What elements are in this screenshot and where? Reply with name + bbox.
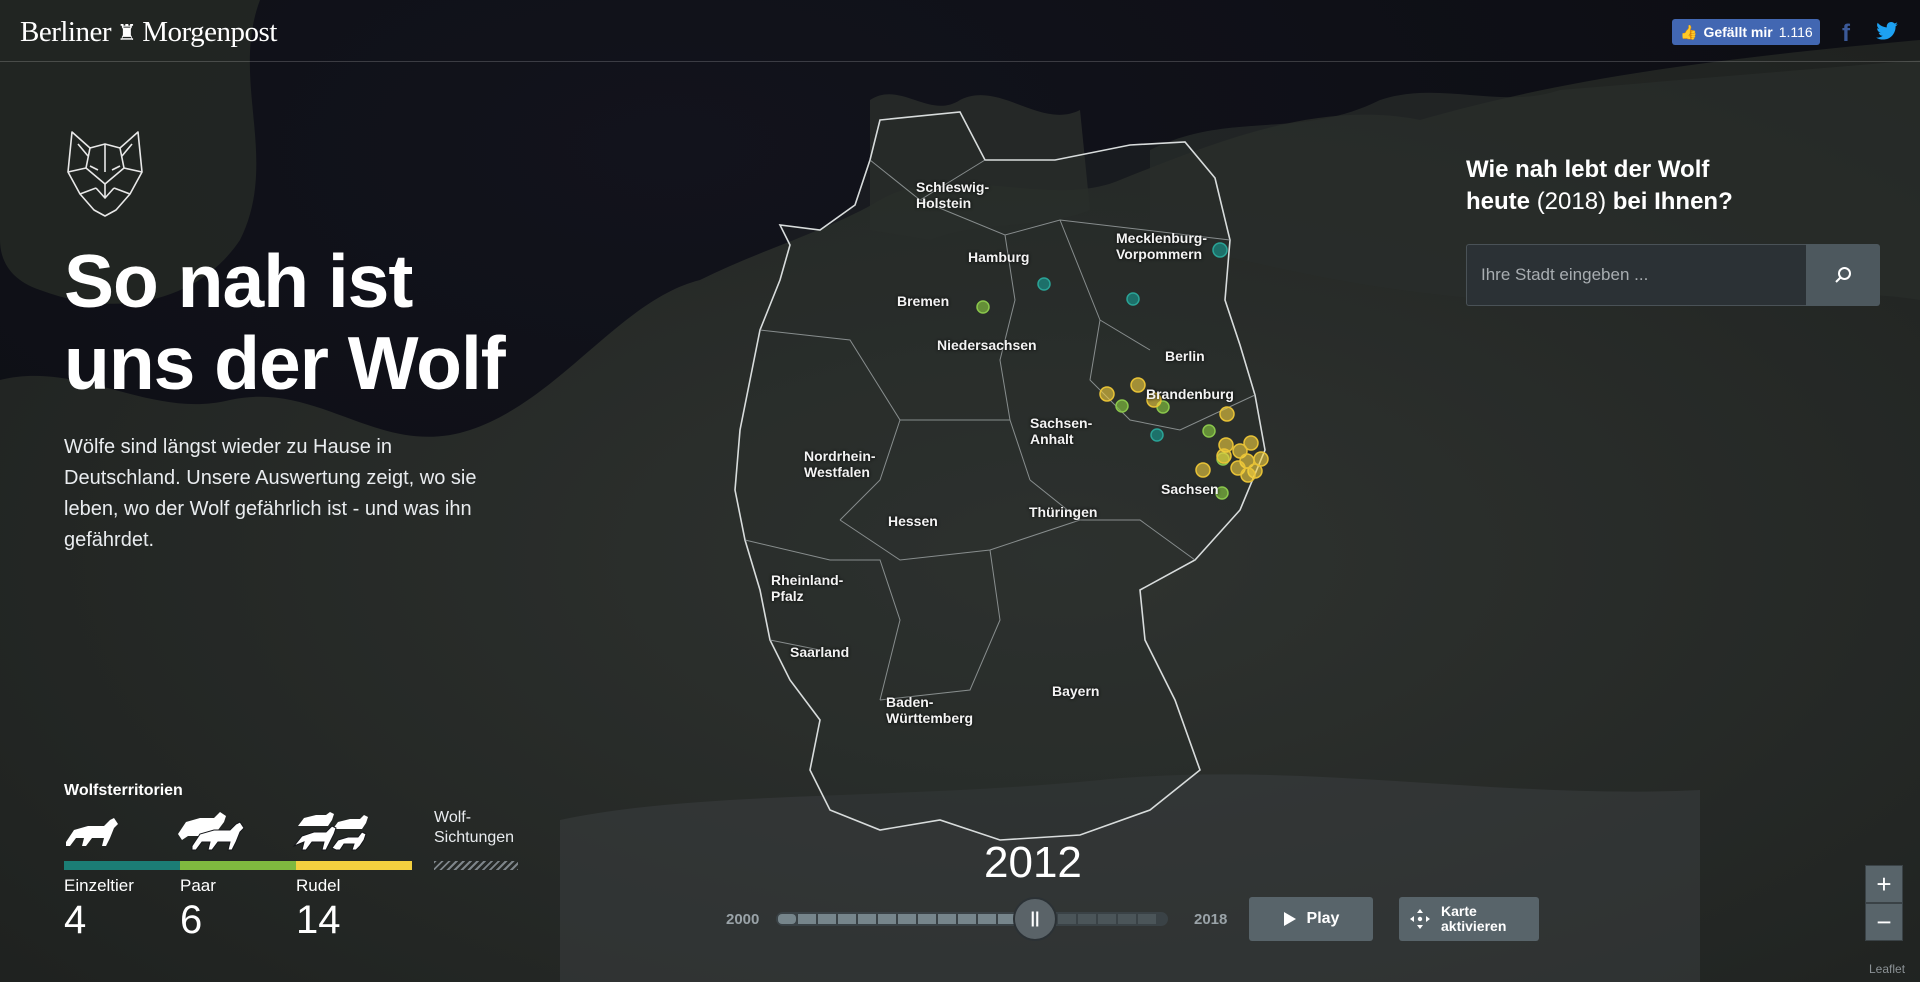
state-label-hamburg: Hamburg — [968, 249, 1030, 265]
search-title: Wie nah lebt der Wolf heute (2018) bei I… — [1466, 154, 1796, 218]
territory-marker-paar[interactable] — [1215, 486, 1229, 500]
territory-marker-rudel[interactable] — [1146, 392, 1162, 408]
state-label-rheinland-pfalz: Rheinland- Pfalz — [771, 572, 844, 604]
territory-marker-rudel[interactable] — [1240, 467, 1256, 483]
territory-marker-rudel[interactable] — [1216, 448, 1232, 464]
state-label-berlin: Berlin — [1165, 348, 1205, 364]
territory-marker-einzeltier[interactable] — [1150, 428, 1164, 442]
brand-left: Berliner — [20, 16, 112, 48]
wolf-pack-icon — [292, 812, 368, 851]
legend-count-rudel: 14 — [296, 898, 341, 942]
zoom-in-button[interactable]: + — [1865, 865, 1903, 903]
territory-marker-einzeltier[interactable] — [1212, 242, 1228, 258]
legend-label-sightings: Wolf- Sichtungen — [434, 809, 515, 846]
search-icon — [1835, 267, 1851, 283]
play-icon — [1283, 912, 1296, 926]
twitter-icon[interactable] — [1876, 22, 1898, 40]
search-title-year: (2018) — [1536, 188, 1607, 215]
legend-bar-einzeltier — [64, 861, 180, 870]
search-button[interactable] — [1806, 244, 1880, 306]
move-arrows-icon — [1410, 909, 1430, 929]
territory-marker-rudel[interactable] — [1195, 462, 1211, 478]
legend-count-paar: 6 — [180, 898, 203, 942]
wolf-head-icon — [67, 131, 143, 217]
territory-marker-einzeltier[interactable] — [1037, 277, 1051, 291]
territory-marker-paar[interactable] — [1115, 399, 1129, 413]
page-title: So nah ist uns der Wolf — [64, 240, 544, 404]
play-label: Play — [1306, 910, 1340, 927]
timeline-max-year: 2018 — [1194, 911, 1228, 928]
legend-count-einzeltier: 4 — [64, 898, 87, 942]
search-title-part3: bei Ihnen? — [1612, 188, 1733, 215]
state-label-mecklenburg-vorpommern: Mecklenburg- Vorpommern — [1116, 230, 1208, 262]
territory-marker-rudel[interactable] — [1099, 386, 1115, 402]
city-search-input[interactable] — [1466, 244, 1806, 306]
wolf-pair-icon — [178, 812, 245, 851]
city-search — [1466, 244, 1880, 306]
legend-title: Wolfsterritorien — [64, 782, 183, 799]
single-wolf-icon — [66, 818, 118, 846]
legend-label-paar: Paar — [180, 876, 216, 895]
state-label-baden-wuerttemberg: Baden- Württemberg — [886, 694, 974, 726]
state-label-schleswig-holstein: Schleswig- Holstein — [916, 179, 990, 211]
facebook-icon[interactable]: f — [1842, 20, 1850, 47]
timeline-slider[interactable] — [776, 912, 1168, 926]
play-button[interactable]: Play — [1249, 897, 1373, 941]
activate-map-button[interactable]: Karte aktivieren — [1399, 897, 1539, 941]
legend-bar-paar — [180, 861, 296, 870]
territory-marker-einzeltier[interactable] — [1126, 292, 1140, 306]
territory-marker-rudel[interactable] — [1130, 377, 1146, 393]
fb-like-label: Gefällt mir — [1703, 24, 1773, 40]
state-label-brandenburg: Brandenburg — [1146, 386, 1234, 402]
crest-icon: ♜ — [117, 19, 137, 45]
search-title-part2: heute — [1466, 188, 1531, 215]
territory-marker-rudel[interactable] — [1243, 435, 1259, 451]
timeline-handle[interactable]: || — [1013, 897, 1057, 941]
timeline-min-year: 2000 — [726, 911, 760, 928]
state-label-bayern: Bayern — [1052, 683, 1100, 699]
state-label-thueringen: Thüringen — [1029, 504, 1098, 520]
state-label-nordrhein-westfalen: Nordrhein- Westfalen — [804, 448, 876, 480]
facebook-like-button[interactable]: 👍 Gefällt mir 1.116 — [1672, 19, 1820, 45]
territory-marker-paar[interactable] — [1202, 424, 1216, 438]
state-label-hessen: Hessen — [888, 513, 938, 529]
legend-label-rudel: Rudel — [296, 876, 341, 895]
state-label-bremen: Bremen — [897, 293, 950, 309]
brand-right: Morgenpost — [142, 16, 277, 48]
fb-like-count: 1.116 — [1778, 24, 1813, 40]
state-label-sachsen: Sachsen — [1161, 481, 1219, 497]
headline-line1: So nah ist — [64, 239, 413, 323]
territory-marker-rudel[interactable] — [1253, 451, 1269, 467]
headline-line2: uns der Wolf — [64, 321, 506, 405]
zoom-out-button[interactable]: − — [1865, 903, 1903, 941]
leaflet-attribution[interactable]: Leaflet — [1869, 962, 1906, 976]
brand-logo[interactable]: Berliner ♜ Morgenpost — [20, 16, 277, 49]
intro-text: Wölfe sind längst wieder zu Hause in Deu… — [64, 436, 477, 551]
territory-marker-rudel[interactable] — [1219, 406, 1235, 422]
state-label-niedersachsen: Niedersachsen — [937, 337, 1037, 353]
thumbs-up-icon: 👍 — [1680, 23, 1698, 40]
search-title-part1: Wie nah lebt der Wolf — [1466, 156, 1710, 183]
header: Berliner ♜ Morgenpost 👍 Gefällt mir 1.11… — [0, 0, 1920, 62]
current-year: 2012 — [984, 838, 1082, 887]
state-label-sachsen-anhalt: Sachsen- Anhalt — [1030, 415, 1093, 447]
activate-map-label: Karte aktivieren — [1441, 903, 1507, 934]
legend-bar-rudel — [296, 861, 412, 870]
territory-marker-paar[interactable] — [976, 300, 990, 314]
legend-bar-sightings — [434, 861, 518, 870]
state-label-saarland: Saarland — [790, 644, 850, 660]
legend-label-einzeltier: Einzeltier — [64, 876, 134, 895]
